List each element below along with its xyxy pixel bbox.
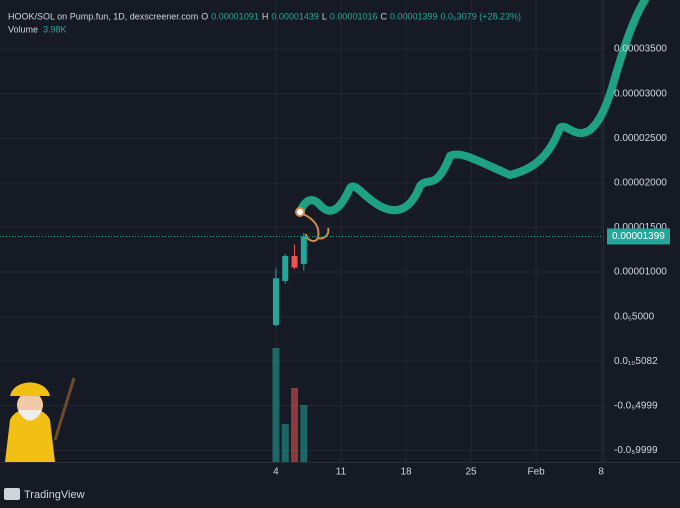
- x-tick-label: 11: [336, 467, 347, 478]
- change: 0.0₅3079 (+28.23%): [441, 11, 521, 21]
- ohlc-value: 0.00001016: [330, 11, 378, 21]
- fisherman: [5, 377, 76, 462]
- volume-bar: [272, 348, 280, 462]
- beard: [18, 410, 42, 421]
- ohlc-letter: H: [262, 11, 269, 21]
- y-tick-label: 0.00001000: [614, 267, 667, 278]
- x-tick-label: 8: [598, 467, 604, 478]
- x-tick-label: Feb: [527, 467, 545, 478]
- y-tick-label: 0.00003500: [614, 44, 667, 55]
- ohlc-letter: C: [380, 11, 387, 21]
- ohlc-value: 0.00001091: [211, 11, 259, 21]
- price-label-box: [607, 228, 670, 245]
- ohlc-value: 0.00001439: [271, 11, 319, 21]
- brand: TradingView: [24, 489, 85, 501]
- y-tick-label: 0.00001500: [614, 222, 667, 233]
- candle-body: [291, 255, 298, 268]
- hook: [295, 207, 330, 242]
- y-tick-label: -0.0₅4999: [614, 400, 658, 411]
- volume-title: Volume: [8, 24, 38, 34]
- price-label: 0.00001399: [612, 231, 665, 242]
- y-tick-label: 0.00003000: [614, 88, 667, 99]
- ohlc-letter: L: [322, 11, 327, 21]
- candle-body: [300, 236, 307, 264]
- ohlc-letter: O: [201, 11, 208, 21]
- x-tick-label: 4: [273, 467, 279, 478]
- y-tick-label: 0.0₅5000: [614, 311, 655, 322]
- hook-curve: [302, 213, 330, 242]
- symbol: HOOK/SOL on Pump.fun, 1D, dexscreener.co…: [8, 11, 198, 21]
- volume-bar: [281, 424, 289, 462]
- brand-logo: [4, 488, 20, 500]
- x-tick-label: 18: [400, 467, 412, 478]
- hat: [10, 382, 50, 396]
- ohlc-value: 0.00001399: [390, 11, 438, 21]
- volume-bar: [300, 405, 308, 462]
- rod: [53, 377, 76, 441]
- hook-eye: [295, 207, 305, 217]
- drawn-trend: [296, 0, 649, 216]
- y-tick-label: -0.0₅9999: [614, 445, 658, 456]
- coat: [5, 408, 55, 462]
- y-tick-label: 0.0₁₀5082: [614, 356, 658, 367]
- x-tick-label: 25: [466, 467, 478, 478]
- volume-bar: [291, 387, 299, 462]
- candle-body: [272, 278, 279, 326]
- volume-value: 3.98K: [43, 24, 67, 34]
- y-tick-label: 0.00002000: [614, 177, 667, 188]
- y-tick-label: 0.00002500: [614, 133, 667, 144]
- candle-body: [282, 255, 289, 281]
